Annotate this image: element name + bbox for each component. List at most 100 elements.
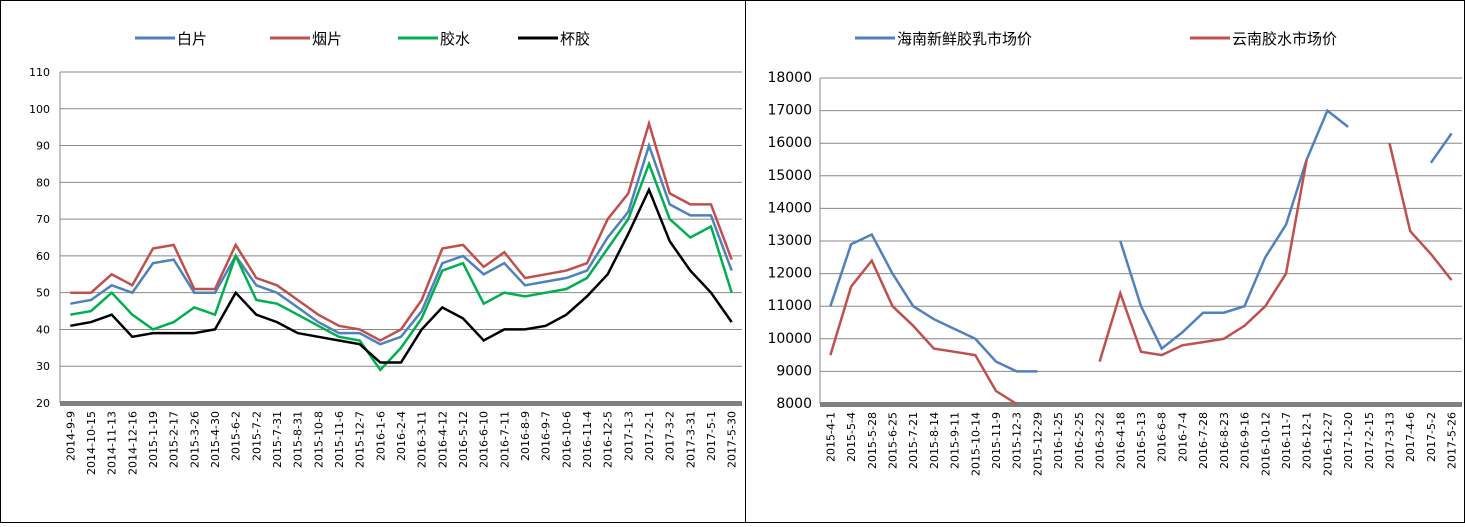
legend-label: 白片 [177,30,207,48]
x-tick-label: 2015-5-4 [845,412,858,462]
x-tick-label: 2016-7-28 [1197,412,1210,469]
x-tick-label: 2016-12-5 [602,411,615,468]
x-tick-label: 2016-10-12 [1259,412,1272,476]
x-axis [820,402,1462,407]
x-tick-label: 2016-6-10 [478,411,491,468]
x-axis [60,401,742,406]
y-tick-label: 14000 [767,200,812,216]
right-panel [745,0,1465,523]
x-tick-label: 2015-7-2 [250,411,263,461]
y-tick-label: 110 [29,66,50,79]
x-tick-label: 2015-8-31 [292,411,305,468]
y-tick-label: 90 [36,140,50,153]
legend-label: 杯胶 [560,30,590,48]
left-panel [0,0,746,523]
x-tick-label: 2016-9-7 [540,411,553,461]
series-line [829,108,1453,373]
x-tick-label: 2015-1-19 [147,411,160,468]
x-tick-label: 2014-12-16 [126,411,139,475]
y-tick-label: 12000 [767,266,812,282]
x-tick-label: 2015-12-3 [1011,412,1024,469]
x-tick-label: 2016-2-25 [1073,412,1086,469]
x-tick-label: 2015-6-2 [230,411,243,461]
x-tick-label: 2016-8-9 [519,411,532,461]
y-tick-label: 50 [36,287,50,300]
x-tick-label: 2015-10-8 [312,411,325,468]
y-tick-label: 70 [36,213,50,226]
series-line [829,142,1453,406]
x-tick-label: 2016-4-18 [1114,412,1127,469]
x-tick-label: 2015-7-31 [271,411,284,468]
x-tick-label: 2017-3-31 [684,411,697,468]
y-tick-label: 8000 [776,396,812,412]
y-tick-label: 18000 [767,70,812,86]
x-tick-label: 2016-5-12 [457,411,470,468]
legend-label: 胶水 [440,30,470,48]
x-tick-label: 2015-9-11 [949,412,962,469]
x-tick-label: 2016-6-8 [1156,412,1169,462]
y-tick-label: 60 [36,250,50,263]
x-tick-label: 2017-2-1 [643,411,656,461]
x-tick-label: 2017-5-26 [1446,412,1459,469]
x-tick-label: 2015-4-1 [824,412,837,462]
y-tick-label: 100 [29,103,50,116]
x-tick-label: 2016-11-7 [1280,412,1293,469]
x-tick-label: 2016-7-4 [1176,412,1189,462]
x-tick-label: 2017-3-13 [1384,412,1397,469]
x-tick-label: 2016-2-4 [395,411,408,461]
y-tick-label: 10000 [767,331,812,347]
x-tick-label: 2015-11-9 [990,412,1003,469]
x-tick-label: 2014-9-9 [64,411,77,461]
x-tick-label: 2016-1-25 [1052,412,1065,469]
x-tick-label: 2015-12-29 [1031,412,1044,476]
x-tick-label: 2016-1-6 [374,411,387,461]
series-line [70,119,733,342]
y-tick-label: 30 [36,360,50,373]
y-tick-label: 16000 [767,135,812,151]
x-tick-label: 2015-4-30 [209,411,222,468]
y-tick-label: 17000 [767,103,812,119]
x-tick-label: 2016-9-16 [1239,412,1252,469]
x-tick-label: 2017-4-6 [1404,412,1417,462]
x-tick-label: 2016-12-27 [1321,412,1334,476]
x-tick-label: 2017-5-2 [1425,412,1438,462]
x-tick-label: 2015-10-14 [969,412,982,476]
series-line [70,160,733,372]
legend-label: 烟片 [312,30,342,48]
x-tick-label: 2016-7-11 [498,411,511,468]
y-tick-label: 40 [36,323,50,336]
y-tick-label: 11000 [767,298,812,314]
x-tick-label: 2017-3-2 [664,411,677,461]
y-tick-label: 80 [36,176,50,189]
x-tick-label: 2016-8-23 [1218,412,1231,469]
legend-label: 海南新鲜胶乳市场价 [897,30,1032,48]
x-tick-label: 2015-2-17 [168,411,181,468]
x-tick-label: 2015-3-26 [188,411,201,468]
series-line [70,186,733,364]
x-tick-label: 2015-6-25 [886,412,899,469]
x-tick-label: 2017-5-30 [726,411,739,468]
x-tick-label: 2017-1-20 [1342,412,1355,469]
x-tick-label: 2016-5-13 [1135,412,1148,469]
x-tick-label: 2015-12-7 [354,411,367,468]
x-tick-label: 2015-11-6 [333,411,346,468]
y-tick-label: 9000 [776,363,812,379]
x-tick-label: 2015-5-28 [866,412,879,469]
x-tick-label: 2015-8-14 [928,412,941,469]
x-tick-label: 2016-4-12 [436,411,449,468]
x-tick-label: 2016-11-4 [581,411,594,468]
x-tick-label: 2017-1-3 [622,411,635,461]
series-line [70,141,733,346]
x-tick-label: 2014-11-13 [106,411,119,475]
x-tick-label: 2017-2-15 [1363,412,1376,469]
y-tick-label: 13000 [767,233,812,249]
y-tick-label: 20 [36,397,50,410]
x-tick-label: 2016-3-11 [416,411,429,468]
x-tick-label: 2016-10-6 [560,411,573,468]
legend-label: 云南胶水市场价 [1232,30,1337,48]
x-tick-label: 2016-12-1 [1301,412,1314,469]
x-tick-label: 2015-7-21 [907,412,920,469]
y-tick-label: 15000 [767,168,812,184]
x-tick-label: 2014-10-15 [85,411,98,475]
